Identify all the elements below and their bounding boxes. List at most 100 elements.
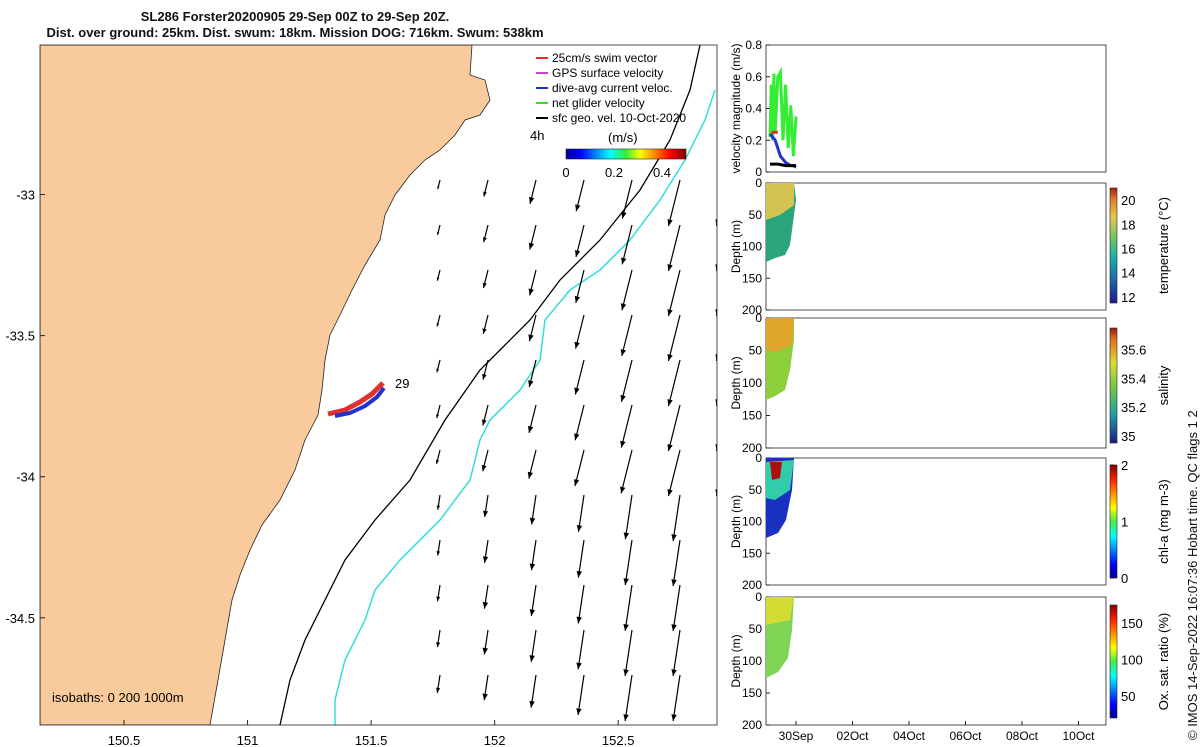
colorbar-tick-label: 35.4 — [1121, 371, 1146, 386]
colorbar-tick-label: 1 — [1121, 515, 1128, 530]
current-arrow-head — [482, 373, 487, 380]
current-arrow-head — [575, 204, 581, 212]
chla-colorbar — [1109, 464, 1118, 579]
current-arrow-head — [719, 579, 724, 586]
current-arrow-head — [576, 570, 583, 578]
current-arrow — [667, 179, 681, 227]
salinity-colorbar — [1109, 327, 1118, 444]
y-axis-label: Depth (m) — [730, 356, 743, 409]
temperature-field-warm — [766, 183, 794, 220]
temperature-colorbar — [1109, 187, 1118, 304]
current-arrow-head — [527, 471, 534, 479]
lon-tick-label: 151.5 — [355, 733, 388, 747]
current-arrow — [715, 356, 717, 362]
current-arrow-head — [436, 414, 440, 419]
panel-frame — [765, 596, 1107, 726]
y-tick-label: 150 — [742, 409, 762, 423]
current-arrow — [620, 404, 633, 448]
isobath-1000m — [334, 89, 716, 725]
y-tick-label: 100 — [742, 376, 762, 390]
panel-frame — [765, 182, 1107, 311]
current-arrow-head — [620, 349, 626, 357]
current-arrow — [672, 629, 681, 677]
colorbar-tick-label: 14 — [1121, 266, 1135, 281]
current-arrow-head — [528, 380, 534, 388]
current-arrow-head — [529, 563, 536, 571]
y-tick-label: 100 — [742, 515, 762, 529]
current-arrow-head — [574, 250, 581, 258]
speed-colorbar-ticks: 0 0.2 0.4 — [562, 165, 671, 180]
legend-entry: dive-avg current veloc. — [552, 81, 673, 95]
current-arrow — [621, 269, 633, 311]
current-arrow — [715, 446, 717, 452]
y-axis-label: Depth (m) — [730, 220, 743, 273]
current-arrow-head — [620, 303, 627, 311]
current-arrow — [715, 401, 717, 407]
current-arrow-head — [576, 525, 583, 532]
current-arrow — [667, 269, 681, 317]
colorbar-tick-label: 35.2 — [1121, 400, 1146, 415]
current-arrow — [715, 266, 717, 272]
y-axis-label: Depth (m) — [730, 634, 743, 687]
speed-colorbar — [565, 148, 687, 160]
current-arrow-head — [574, 387, 580, 395]
x-tick-label: 04Oct — [893, 729, 926, 743]
current-arrow-head — [436, 505, 441, 510]
y-tick-label: 0.4 — [745, 102, 762, 116]
lon-tick-label: 152 — [484, 733, 506, 747]
colorbar-tick-label: 12 — [1121, 290, 1135, 305]
colorbar-tick-label: 0 — [1121, 571, 1128, 586]
colorbar-label: temperature (°C) — [1156, 197, 1171, 294]
current-arrow — [624, 584, 633, 631]
colorbar-tick-label: 20 — [1121, 193, 1135, 208]
current-arrow-head — [671, 579, 677, 586]
current-arrow-head — [667, 219, 673, 226]
current-arrow — [672, 494, 681, 542]
current-arrow — [621, 224, 633, 265]
current-arrow-head — [436, 368, 440, 373]
colorbar-tick-label: 50 — [1121, 689, 1135, 704]
y-tick-label: 50 — [749, 208, 763, 222]
longitude-ticks: 150.5 151 151.5 152 152.5 — [108, 720, 635, 747]
current-arrow-head — [719, 534, 724, 541]
current-arrow-head — [620, 486, 626, 494]
y-tick-label: 0.2 — [745, 133, 762, 147]
colorbar-tick-label: 0.4 — [653, 165, 671, 180]
current-arrow-head — [621, 211, 627, 219]
current-arrow — [577, 629, 585, 670]
y-axis-label: Depth (m) — [730, 495, 743, 548]
oxygen-colorbar — [1109, 604, 1118, 719]
current-arrow — [672, 674, 681, 722]
current-arrow-head — [574, 433, 580, 441]
y-tick-label: 0 — [755, 451, 762, 465]
salinity-field-high — [766, 318, 794, 352]
current-arrow-head — [620, 394, 626, 402]
current-arrow-head — [671, 714, 677, 721]
current-arrow-head — [667, 309, 673, 316]
current-arrow-head — [719, 669, 724, 676]
colorbar-title: (m/s) — [608, 130, 638, 145]
lon-tick-label: 151 — [237, 733, 259, 747]
chart-title-line1: SL286 Forster20200905 29-Sep 00Z to 29-S… — [140, 9, 450, 24]
current-arrow — [624, 674, 633, 722]
current-arrow-head — [671, 534, 677, 541]
current-arrow-head — [528, 196, 535, 204]
current-arrow-head — [437, 231, 440, 235]
y-tick-label: 150 — [742, 271, 762, 285]
y-tick-label: 50 — [749, 483, 763, 497]
y-tick-label: 0 — [755, 165, 762, 179]
current-arrow-head — [528, 334, 534, 342]
current-arrow — [721, 675, 728, 721]
panel-frame — [765, 457, 1107, 586]
current-arrow-head — [529, 655, 535, 662]
current-arrow — [577, 584, 585, 624]
current-arrows — [435, 179, 728, 722]
isobaths-label: isobaths: 0 200 1000m — [52, 690, 184, 705]
current-arrow-head — [483, 510, 489, 518]
lon-tick-label: 152.5 — [602, 733, 635, 747]
y-tick-label: 100 — [742, 240, 762, 254]
current-arrow — [621, 314, 633, 357]
lat-tick-label: -34 — [16, 470, 35, 485]
current-arrow-head — [573, 479, 580, 487]
